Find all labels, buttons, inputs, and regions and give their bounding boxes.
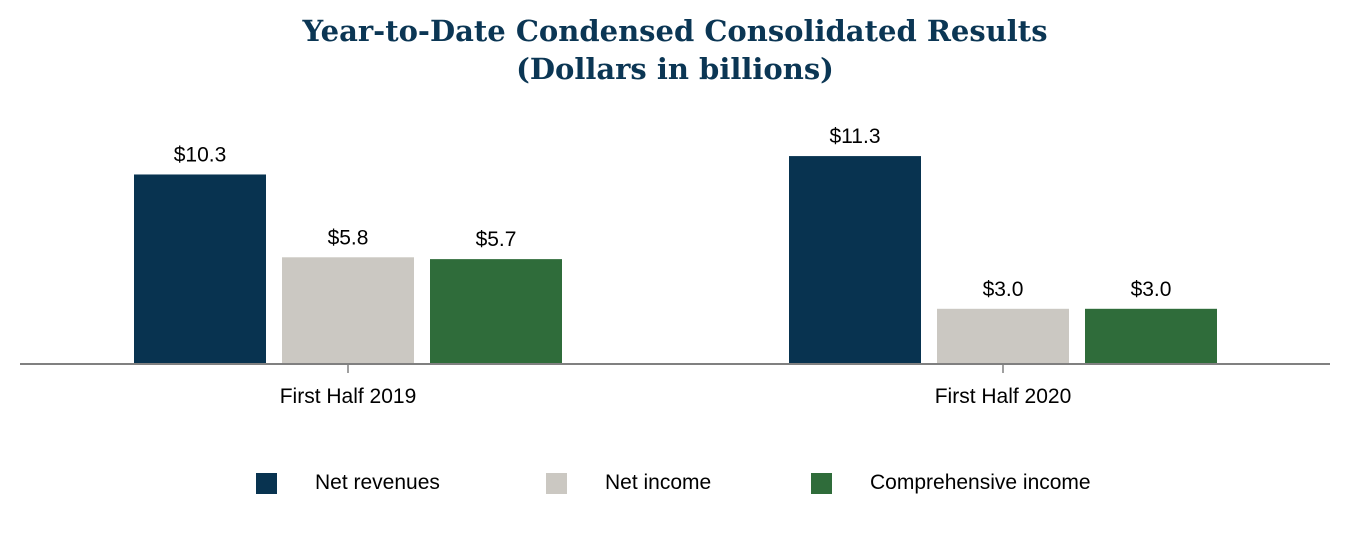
data-label-net-income-2: $3.0	[983, 278, 1024, 301]
chart-title-block: Year-to-Date Condensed Consolidated Resu…	[0, 12, 1350, 88]
data-label-comprehensive-income-1: $5.7	[476, 228, 517, 251]
bar-comprehensive-income-1	[430, 259, 562, 364]
legend-swatch-net-income	[546, 472, 567, 494]
chart-title: Year-to-Date Condensed Consolidated Resu…	[302, 14, 1048, 48]
bar-net-income-1	[282, 257, 414, 364]
chart-legend: Net revenues Net income Comprehensive in…	[0, 470, 1350, 496]
data-label-net-revenues-1: $10.3	[174, 143, 227, 166]
x-tick-label-2: First Half 2020	[935, 385, 1072, 408]
bar-net-revenues-1	[134, 174, 266, 364]
data-label-net-income-1: $5.8	[328, 226, 369, 249]
bar-net-income-2	[937, 308, 1069, 364]
legend-label-comprehensive-income: Comprehensive income	[870, 471, 1091, 494]
legend-swatch-net-revenues	[256, 472, 277, 494]
data-label-net-revenues-2: $11.3	[830, 125, 881, 148]
legend-item-comprehensive-income: Comprehensive income	[811, 470, 1091, 496]
chart-subtitle: (Dollars in billions)	[516, 52, 834, 86]
legend-item-net-income: Net income	[546, 470, 711, 496]
x-tick-label-1: First Half 2019	[280, 385, 417, 408]
bar-comprehensive-income-2	[1085, 308, 1217, 364]
bar-net-revenues-2	[789, 156, 921, 364]
legend-label-net-income: Net income	[605, 471, 712, 494]
legend-swatch-comprehensive-income	[811, 472, 832, 494]
legend-item-net-revenues: Net revenues	[256, 470, 440, 496]
data-label-comprehensive-income-2: $3.0	[1131, 278, 1172, 301]
legend-label-net-revenues: Net revenues	[315, 471, 440, 494]
